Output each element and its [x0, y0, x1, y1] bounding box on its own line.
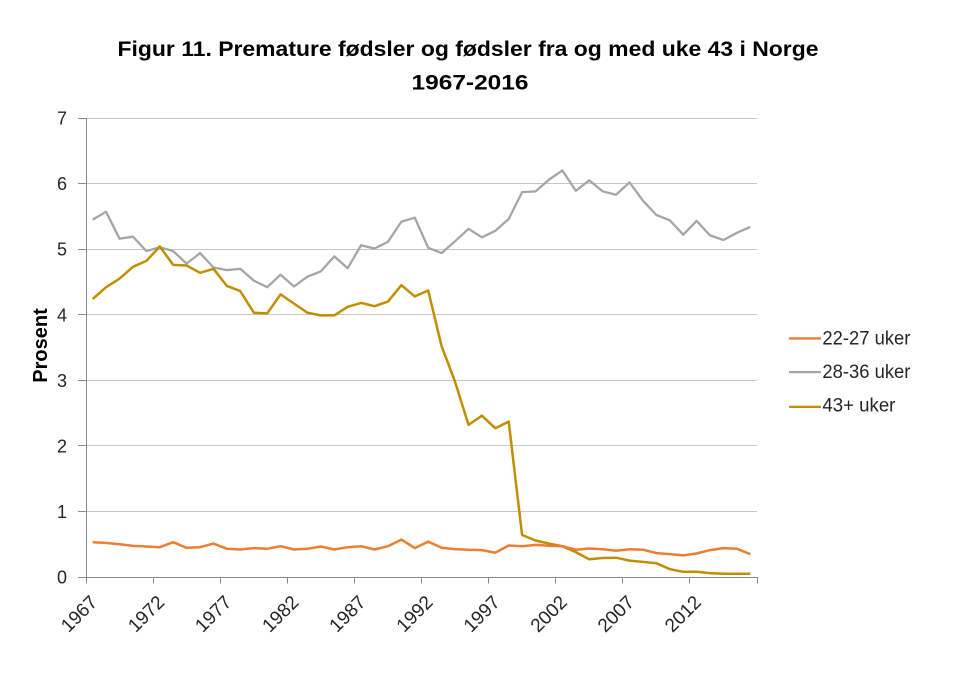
svg-text:2: 2 — [57, 437, 67, 457]
svg-text:6: 6 — [57, 174, 67, 194]
svg-text:1: 1 — [57, 502, 67, 522]
svg-text:3: 3 — [57, 371, 67, 391]
svg-text:22-27 uker: 22-27 uker — [822, 327, 910, 349]
svg-text:Prosent: Prosent — [30, 308, 52, 383]
svg-text:28-36 uker: 28-36 uker — [822, 361, 910, 383]
svg-text:7: 7 — [57, 109, 67, 129]
svg-text:43+ uker: 43+ uker — [822, 394, 895, 416]
svg-text:1967-2016: 1967-2016 — [412, 72, 529, 95]
svg-text:0: 0 — [57, 568, 67, 588]
svg-text:4: 4 — [57, 305, 67, 325]
svg-text:5: 5 — [57, 240, 67, 260]
svg-text:Figur 11. Premature fødsler og: Figur 11. Premature fødsler og fødsler f… — [118, 38, 819, 61]
